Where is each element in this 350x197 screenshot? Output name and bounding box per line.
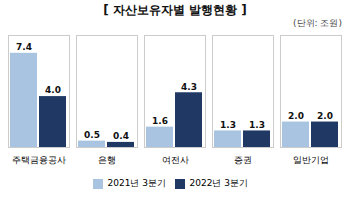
- svg-text:0.4: 0.4: [113, 131, 129, 141]
- html-text:2021년 3분기: 2021년 3분기: [107, 178, 166, 188]
- svg-text:일반기업: 일반기업: [293, 155, 329, 165]
- svg-text:4.0: 4.0: [45, 85, 61, 95]
- svg-text:주택금융공사: 주택금융공사: [12, 155, 66, 165]
- svg-text:은행: 은행: [98, 155, 116, 165]
- svg-text:2.0: 2.0: [288, 111, 304, 121]
- html-text:[ 자산보유자별 발행현황 ]: [ 자산보유자별 발행현황 ]: [103, 3, 247, 17]
- svg-text:4.3: 4.3: [181, 82, 197, 92]
- svg-text:1.3: 1.3: [220, 120, 236, 130]
- svg-text:2.0: 2.0: [317, 111, 333, 121]
- svg-text:7.4: 7.4: [16, 42, 32, 52]
- svg-text:1.6: 1.6: [152, 116, 168, 126]
- html-text:2022년 3분기: 2022년 3분기: [189, 178, 248, 188]
- html-text:(단위: 조원): (단위: 조원): [293, 18, 342, 28]
- svg-text:0.5: 0.5: [84, 130, 100, 140]
- svg-text:여전사: 여전사: [162, 155, 189, 165]
- svg-text:증권: 증권: [234, 155, 252, 165]
- svg-text:1.3: 1.3: [249, 120, 265, 130]
